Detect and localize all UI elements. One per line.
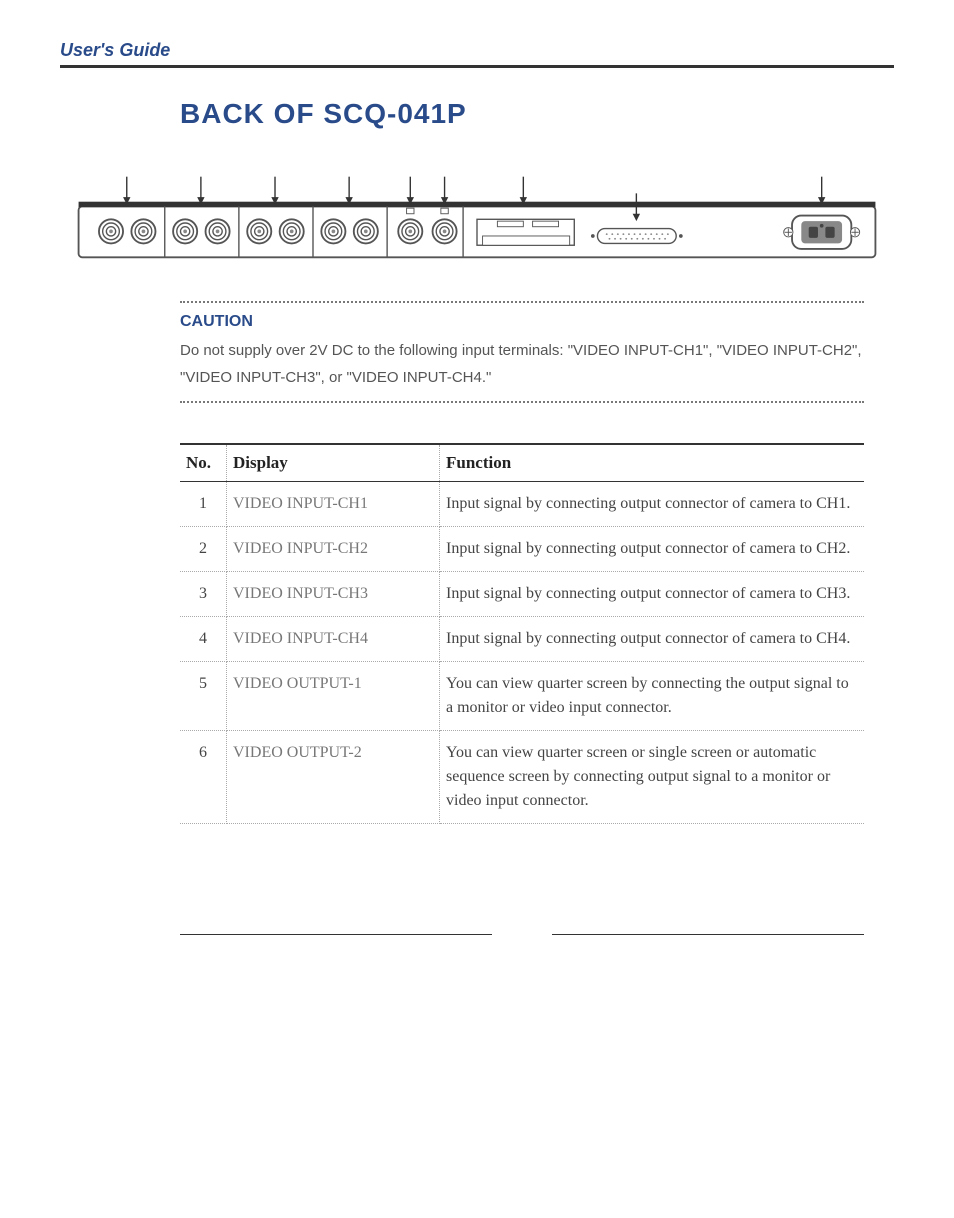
caution-text: Do not supply over 2V DC to the followin… [180,337,864,391]
page-title: BACK OF SCQ-041P [180,98,864,130]
cell-display: VIDEO INPUT-CH4 [227,617,440,662]
cell-display: VIDEO INPUT-CH1 [227,482,440,527]
cell-display: VIDEO OUTPUT-1 [227,662,440,731]
col-header-display: Display [227,444,440,482]
header-label: User's Guide [60,40,894,68]
cell-no: 2 [180,527,227,572]
cell-no: 5 [180,662,227,731]
cell-function: Input signal by connecting output connec… [440,572,865,617]
cell-function: You can view quarter screen by connectin… [440,662,865,731]
col-header-function: Function [440,444,865,482]
cell-display: VIDEO INPUT-CH3 [227,572,440,617]
col-header-no: No. [180,444,227,482]
table-row: 6 VIDEO OUTPUT-2 You can view quarter sc… [180,731,864,824]
cell-function: Input signal by connecting output connec… [440,482,865,527]
cell-no: 3 [180,572,227,617]
cell-no: 1 [180,482,227,527]
footer-rule [180,934,864,935]
cell-display: VIDEO OUTPUT-2 [227,731,440,824]
caution-heading: CAUTION [180,313,864,331]
caution-block: CAUTION Do not supply over 2V DC to the … [180,301,864,403]
back-panel-diagram [60,160,894,271]
cell-no: 4 [180,617,227,662]
table-row: 2 VIDEO INPUT-CH2 Input signal by connec… [180,527,864,572]
cell-function: Input signal by connecting output connec… [440,527,865,572]
cell-function: Input signal by connecting output connec… [440,617,865,662]
cell-no: 6 [180,731,227,824]
table-row: 5 VIDEO OUTPUT-1 You can view quarter sc… [180,662,864,731]
cell-display: VIDEO INPUT-CH2 [227,527,440,572]
table-row: 3 VIDEO INPUT-CH3 Input signal by connec… [180,572,864,617]
table-row: 1 VIDEO INPUT-CH1 Input signal by connec… [180,482,864,527]
table-row: 4 VIDEO INPUT-CH4 Input signal by connec… [180,617,864,662]
spec-table: No. Display Function 1 VIDEO INPUT-CH1 I… [180,443,864,824]
cell-function: You can view quarter screen or single sc… [440,731,865,824]
